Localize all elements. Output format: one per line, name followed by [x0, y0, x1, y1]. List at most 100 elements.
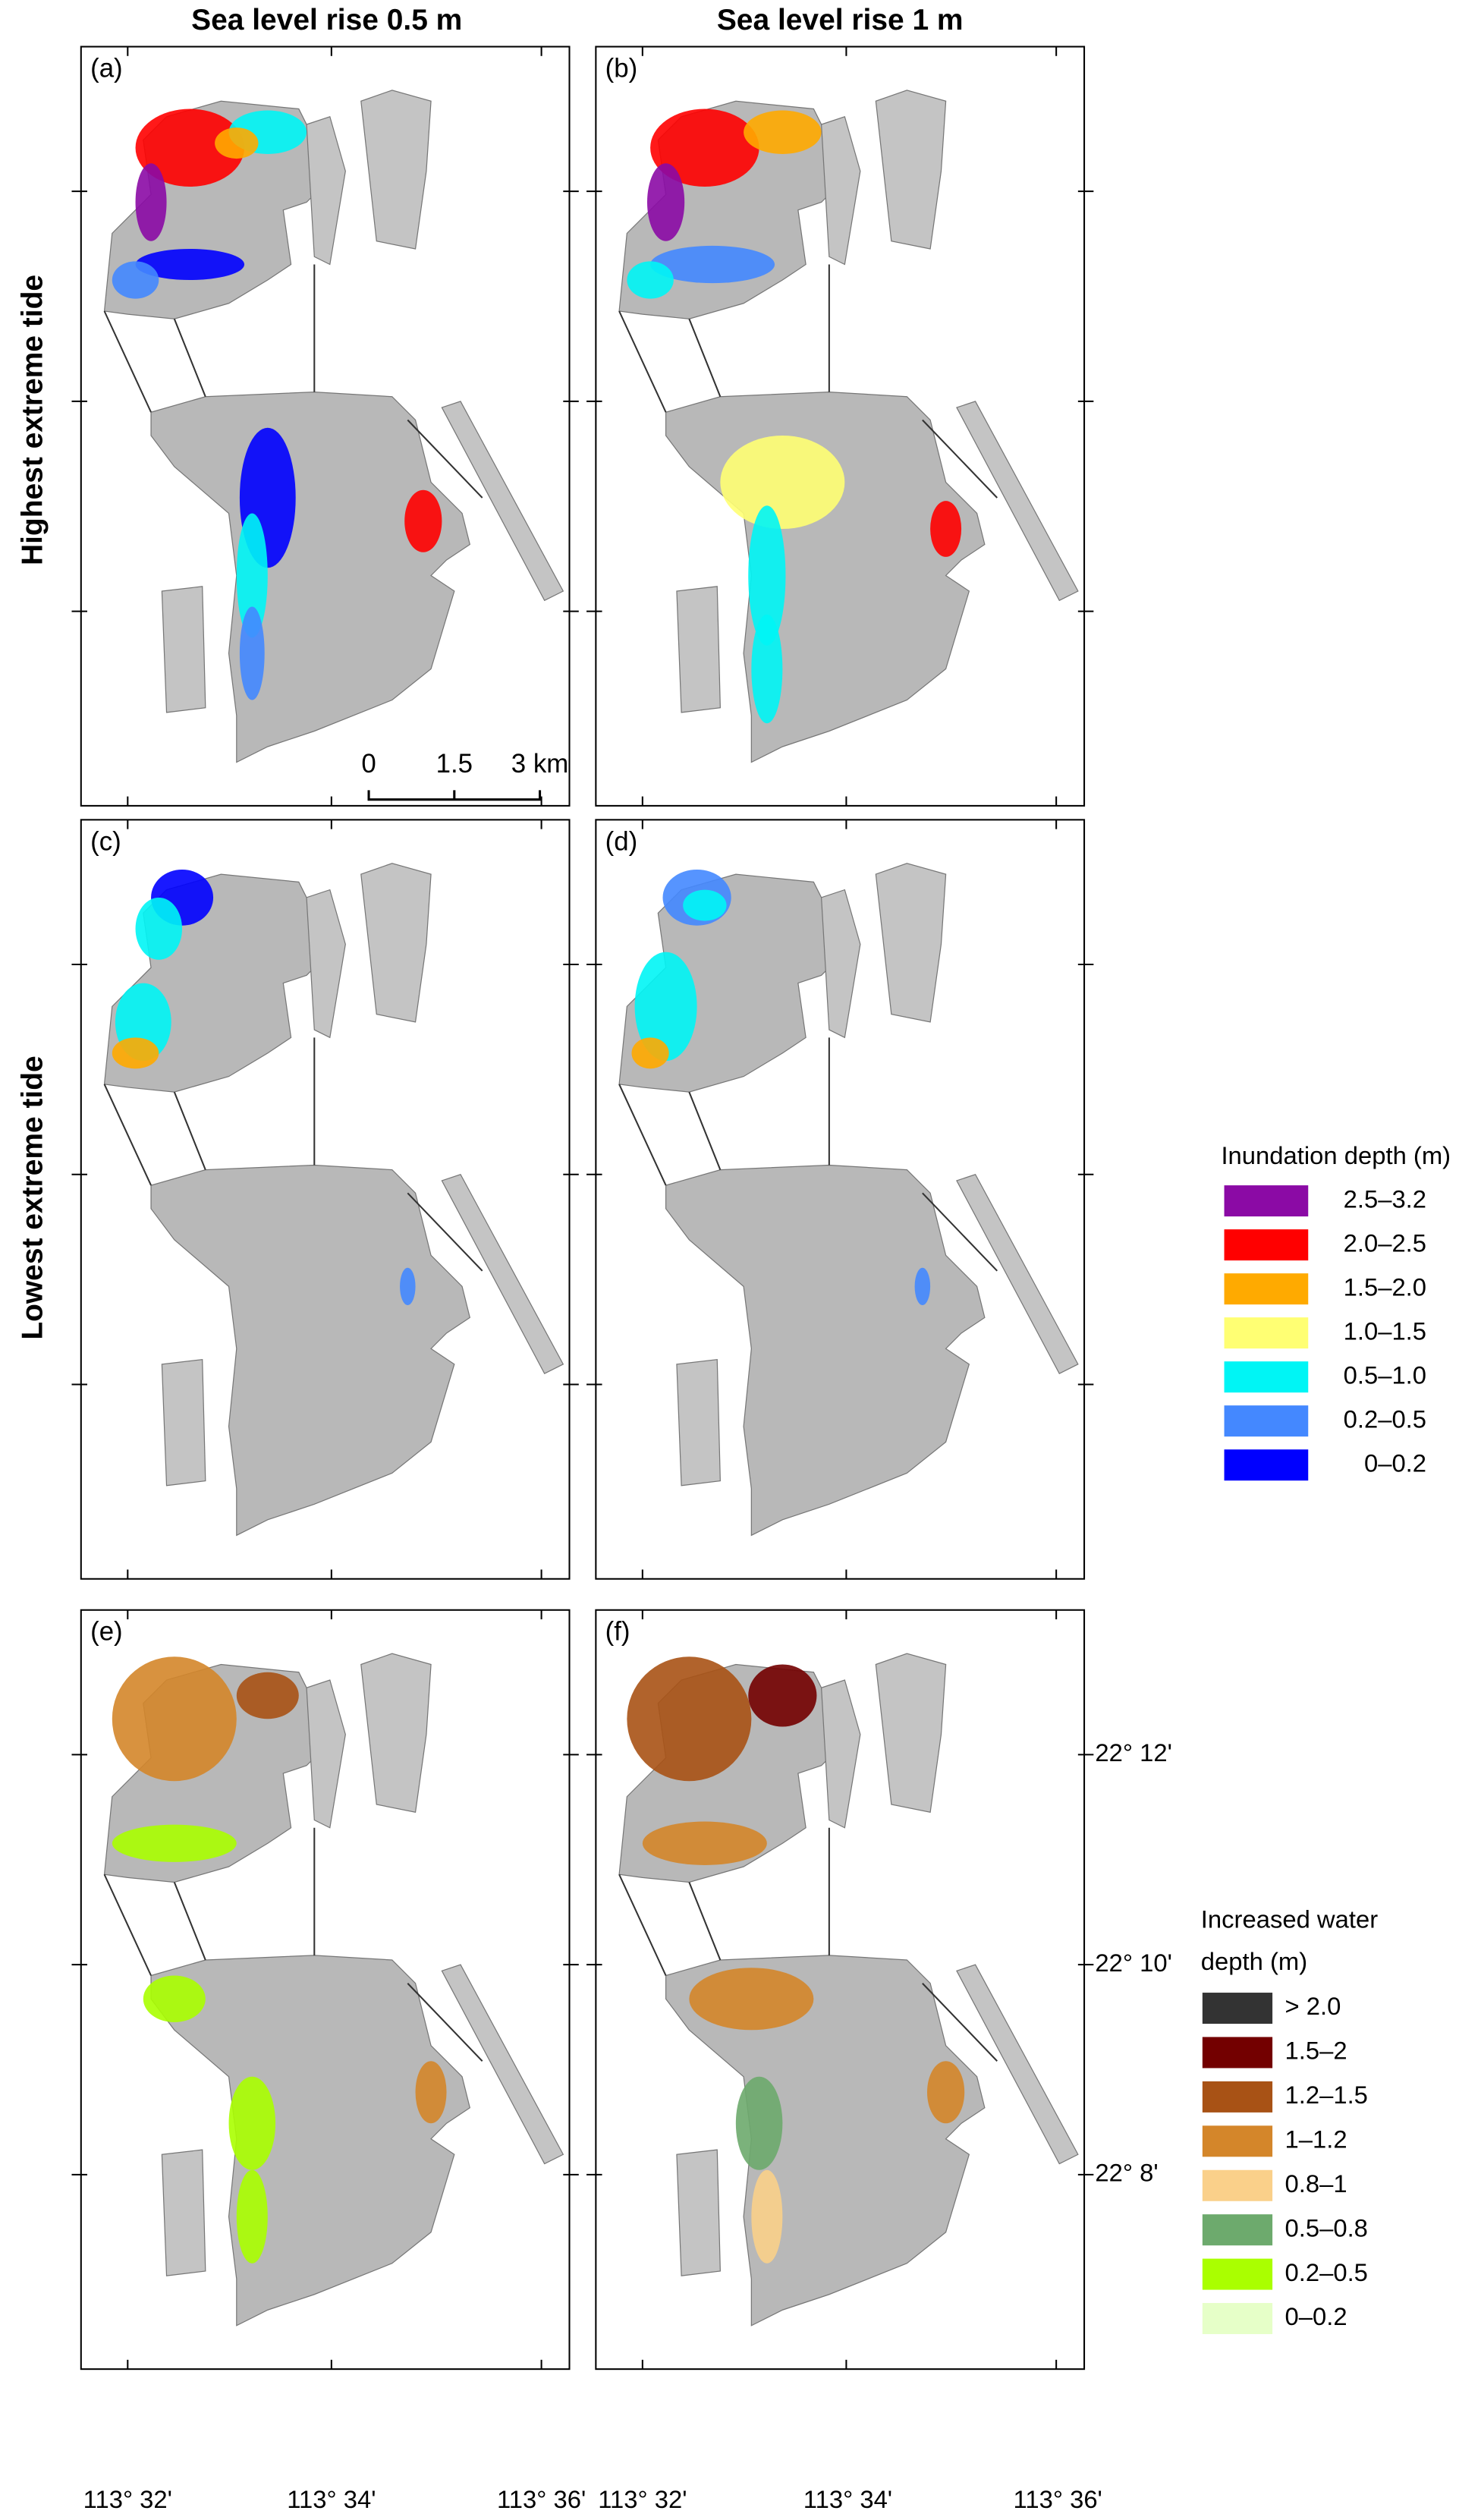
legend-label: 1.5–2: [1285, 2037, 1347, 2065]
depth-area: [647, 163, 685, 241]
legend-swatch: [1202, 2037, 1273, 2069]
longitude-label: 113° 32': [598, 2485, 687, 2513]
panel-label: (a): [90, 53, 123, 83]
panel-label: (f): [605, 1617, 630, 1647]
depth-area: [239, 606, 265, 700]
legend-swatch: [1224, 1185, 1309, 1217]
depth-area: [135, 109, 245, 187]
scale-bar: [367, 790, 542, 801]
legend-swatch: [1202, 2214, 1273, 2246]
legend-swatch: [1224, 1449, 1309, 1481]
legend-swatch: [1202, 2169, 1273, 2201]
row-header: Lowest extreme tide: [17, 1056, 49, 1339]
panel-label: (c): [90, 826, 121, 856]
legend-label: 2.5–3.2: [1344, 1184, 1426, 1213]
row-header: Highest extreme tide: [17, 275, 49, 565]
depth-area: [683, 889, 727, 921]
legend-label: 2.0–2.5: [1344, 1229, 1426, 1257]
depth-area: [735, 2076, 783, 2170]
longitude-label: 113° 34': [803, 2485, 892, 2513]
legend-label: 1–1.2: [1285, 2125, 1347, 2153]
depth-area: [751, 614, 783, 724]
scale-label: 3 km: [511, 749, 568, 779]
depth-area: [404, 489, 442, 552]
column-header: Sea level rise 0.5 m: [191, 4, 462, 36]
depth-area: [236, 513, 268, 638]
legend-swatch: [1202, 2303, 1273, 2335]
longitude-label: 113° 36': [1014, 2485, 1102, 2513]
longitude-label: 113° 32': [83, 2485, 172, 2513]
depth-area: [627, 261, 674, 299]
legend-swatch: [1224, 1273, 1309, 1305]
depth-area: [930, 501, 962, 557]
depth-area: [627, 1656, 752, 1782]
legend-label: 0.2–0.5: [1285, 2258, 1368, 2286]
legend-swatch: [1202, 2125, 1273, 2157]
depth-area: [228, 2076, 276, 2170]
depth-area: [236, 1672, 299, 1719]
legend-label: 0.2–0.5: [1344, 1405, 1426, 1433]
legend-title: Increased water: [1201, 1905, 1378, 1933]
longitude-label: 113° 34': [287, 2485, 376, 2513]
depth-area: [631, 1037, 669, 1069]
depth-area: [748, 505, 786, 646]
map: [618, 862, 1079, 1537]
panel-label: (b): [605, 53, 638, 83]
legend-label: 1.5–2.0: [1344, 1273, 1426, 1301]
legend-label: 0.5–1.0: [1344, 1361, 1426, 1389]
depth-area: [748, 1664, 817, 1727]
legend-label: 1.0–1.5: [1344, 1317, 1426, 1345]
latitude-label: 22° 12': [1095, 1738, 1171, 1767]
legend-swatch: [1224, 1317, 1309, 1349]
legend-title: Inundation depth (m): [1221, 1141, 1451, 1169]
map: [103, 1653, 564, 2327]
panel-label: (d): [605, 826, 638, 856]
depth-area: [135, 163, 167, 241]
depth-area: [112, 1824, 237, 1862]
map: [618, 89, 1079, 763]
depth-area: [642, 1821, 767, 1865]
depth-area: [744, 110, 822, 154]
depth-area: [689, 1968, 814, 2031]
column-header: Sea level rise 1 m: [717, 4, 964, 36]
depth-area: [135, 249, 245, 280]
legend-swatch: [1202, 2258, 1273, 2290]
depth-area: [634, 952, 697, 1062]
depth-area: [650, 245, 775, 284]
legend-label: 0.5–0.8: [1285, 2213, 1368, 2242]
legend-label: > 2.0: [1285, 1992, 1341, 2020]
depth-area: [112, 1656, 237, 1782]
legend-label: 0.8–1: [1285, 2169, 1347, 2198]
depth-area: [914, 1267, 931, 1305]
scale-label: 0: [361, 749, 376, 779]
depth-area: [400, 1267, 416, 1305]
map: [103, 89, 564, 763]
scale-label: 1.5: [436, 749, 473, 779]
legend-label: 0–0.2: [1285, 2302, 1347, 2330]
legend-title: depth (m): [1201, 1947, 1307, 1975]
depth-area: [927, 2061, 965, 2124]
depth-area: [112, 1037, 159, 1069]
panel-label: (e): [90, 1617, 123, 1647]
legend-swatch: [1224, 1405, 1309, 1437]
depth-area: [143, 1975, 206, 2022]
depth-area: [751, 2169, 783, 2264]
legend-swatch: [1202, 2081, 1273, 2113]
legend-label: 1.2–1.5: [1285, 2081, 1368, 2109]
legend-label: 0–0.2: [1364, 1449, 1426, 1477]
legend-swatch: [1224, 1361, 1309, 1393]
depth-area: [135, 897, 183, 960]
legend-swatch: [1202, 1993, 1273, 2024]
depth-area: [215, 127, 259, 159]
depth-area: [236, 2169, 268, 2264]
latitude-label: 22° 8': [1095, 2159, 1158, 2187]
latitude-label: 22° 10': [1095, 1949, 1171, 1977]
depth-area: [720, 436, 845, 529]
map: [103, 862, 564, 1537]
depth-area: [112, 261, 159, 299]
legend-swatch: [1224, 1229, 1309, 1261]
map: [618, 1653, 1079, 2327]
longitude-label: 113° 36': [497, 2485, 586, 2513]
depth-area: [415, 2061, 447, 2124]
